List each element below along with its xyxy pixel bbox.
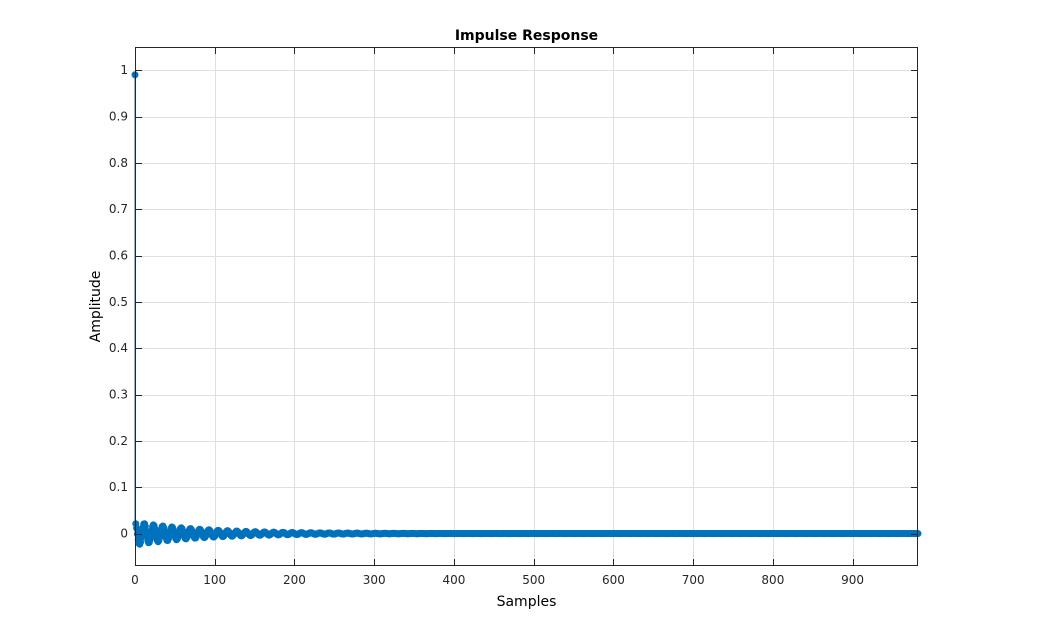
stem-series bbox=[131, 71, 922, 548]
x-tick-label: 600 bbox=[602, 573, 625, 587]
y-tick-label: 0.4 bbox=[109, 341, 128, 355]
plot-area bbox=[135, 47, 918, 566]
y-tick-label: 0.7 bbox=[109, 202, 128, 216]
y-tick-label: 0.5 bbox=[109, 295, 128, 309]
stem-marker bbox=[137, 533, 145, 541]
x-tick-label: 900 bbox=[841, 573, 864, 587]
x-tick-label: 300 bbox=[363, 573, 386, 587]
x-tick-label: 100 bbox=[203, 573, 226, 587]
y-tick-label: 0 bbox=[120, 527, 128, 541]
x-tick-label: 200 bbox=[283, 573, 306, 587]
y-axis-label: Amplitude bbox=[88, 271, 104, 343]
y-tick-label: 0.1 bbox=[109, 480, 128, 494]
y-tick-label: 0.3 bbox=[109, 388, 128, 402]
x-axis-label: Samples bbox=[497, 594, 557, 610]
ticks: 0 100 200 300 400 500 600 700 800 900 0 0.1 0.2 0.3 0.… bbox=[109, 47, 918, 587]
y-tick-label: 0.9 bbox=[109, 110, 128, 124]
x-tick-label: 700 bbox=[682, 573, 705, 587]
chart-title: Impulse Response bbox=[455, 28, 598, 44]
x-tick-label: 0 bbox=[131, 573, 139, 587]
y-tick-label: 0.6 bbox=[109, 249, 128, 263]
x-tick-label: 800 bbox=[761, 573, 784, 587]
y-tick-label: 1 bbox=[120, 63, 128, 77]
y-tick-label: 0.2 bbox=[109, 434, 128, 448]
axes-frame bbox=[135, 47, 918, 566]
x-tick-label: 500 bbox=[522, 573, 545, 587]
stem-marker bbox=[133, 524, 141, 532]
x-tick-label: 400 bbox=[442, 573, 465, 587]
y-tick-label: 0.8 bbox=[109, 156, 128, 170]
